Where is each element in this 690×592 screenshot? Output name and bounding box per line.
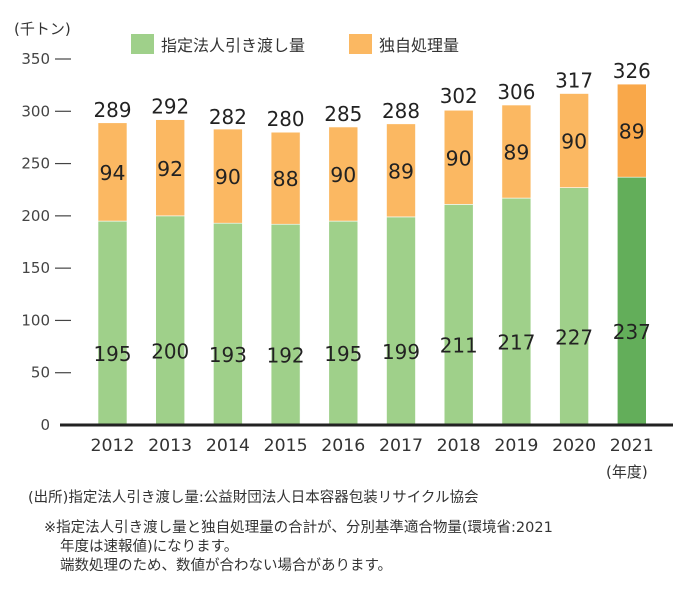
data-label-independent: 90 [215,165,241,189]
data-label-designated: 195 [94,342,132,366]
bar-segment-independent [386,123,416,218]
bar-segment-independent [616,83,647,178]
total-label: 302 [440,84,478,108]
data-label-designated: 227 [555,325,593,349]
x-tick-label: 2012 [91,436,135,456]
source-note: (出所)指定法人引き渡し量:公益財団法人日本容器包装リサイクル協会 [28,490,479,506]
bar-segment-independent [328,126,359,222]
data-label-independent: 90 [561,130,587,154]
data-label-designated: 217 [497,331,535,355]
bar-segment-designated [155,215,185,426]
bar-segment-independent [559,93,589,188]
y-tick-label: 250 [21,155,50,173]
bar-segment-independent [97,122,128,222]
data-label-designated: 211 [440,334,478,358]
bar-segment-designated [270,223,301,426]
total-label: 280 [267,107,305,131]
data-label-designated: 237 [613,320,651,344]
footnote-line-3: 端数処理のため、数値が合わない場合があります。 [60,558,393,574]
total-label: 326 [613,59,651,83]
data-label-independent: 89 [388,159,414,183]
y-tick-label: 300 [21,102,50,120]
data-label-designated: 200 [151,339,189,363]
total-label: 292 [151,95,189,119]
x-tick-label: 2020 [552,436,596,456]
y-tick-label: 150 [21,259,50,277]
bar-segment-independent [155,119,185,217]
legend-label-designated: 指定法人引き渡し量 [161,36,306,55]
x-tick-label: 2021 [610,436,654,456]
footnote-line-1: ※指定法人引き渡し量と独自処理量の合計が、分別基準適合物量(環境省:2021 [44,520,553,536]
legend-item-designated: 指定法人引き渡し量 [131,32,305,56]
legend-label-independent: 独自処理量 [379,36,460,55]
y-tick-label: 100 [21,311,50,329]
bar-segment-independent [270,131,301,225]
total-label: 288 [382,99,420,123]
y-tick-label: 50 [31,364,50,382]
data-label-designated: 193 [209,343,247,367]
x-tick-label: 2015 [264,436,308,456]
x-axis-unit-label: (年度) [606,463,648,481]
total-label: 289 [94,98,132,122]
data-label-independent: 88 [273,167,299,191]
data-label-independent: 92 [157,157,183,181]
x-tick-label: 2013 [148,436,192,456]
data-label-independent: 90 [330,163,356,187]
legend-swatch-independent [349,34,372,54]
bar-segment-designated [328,220,359,426]
total-label: 282 [209,105,247,129]
stacked-bar-chart: 0 50 100 150 200 250 300 350 195 94 289 2012 200 92 29… [21,50,673,456]
legend-swatch-designated [131,34,154,54]
total-label: 285 [324,102,362,126]
bar-segment-designated [97,220,128,426]
unit-label: (千トン) [14,20,71,38]
bar-segment-designated [386,216,416,426]
footnote: ※指定法人引き渡し量と独自処理量の合計が、分別基準適合物量(環境省:2021 年… [44,519,553,576]
footnote-line-2: 年度は速報値)になります。 [60,539,239,555]
y-tick-label: 0 [40,416,50,434]
x-tick-label: 2018 [437,436,481,456]
y-tick-label: 350 [21,50,50,68]
data-label-independent: 89 [619,120,645,144]
x-tick-label: 2019 [494,436,538,456]
x-tick-label: 2017 [379,436,423,456]
bar-segment-designated [559,187,589,426]
total-label: 306 [497,80,535,104]
bar-segment-designated [616,176,647,426]
data-label-designated: 199 [382,340,420,364]
bar-segment-designated [213,222,243,426]
data-label-designated: 192 [267,344,305,368]
bar-segment-independent [501,104,532,199]
bar-segment-designated [443,204,474,426]
legend-item-independent: 独自処理量 [349,32,459,56]
x-tick-label: 2016 [321,436,365,456]
data-label-independent: 89 [503,141,529,165]
data-label-independent: 94 [100,161,126,185]
bar-segment-independent [213,128,243,224]
x-tick-label: 2014 [206,436,250,456]
data-label-independent: 90 [446,146,472,170]
total-label: 317 [555,69,593,93]
data-label-designated: 195 [324,342,362,366]
bar-segment-independent [443,109,474,205]
y-tick-label: 200 [21,207,50,225]
bar-segment-designated [501,197,532,426]
